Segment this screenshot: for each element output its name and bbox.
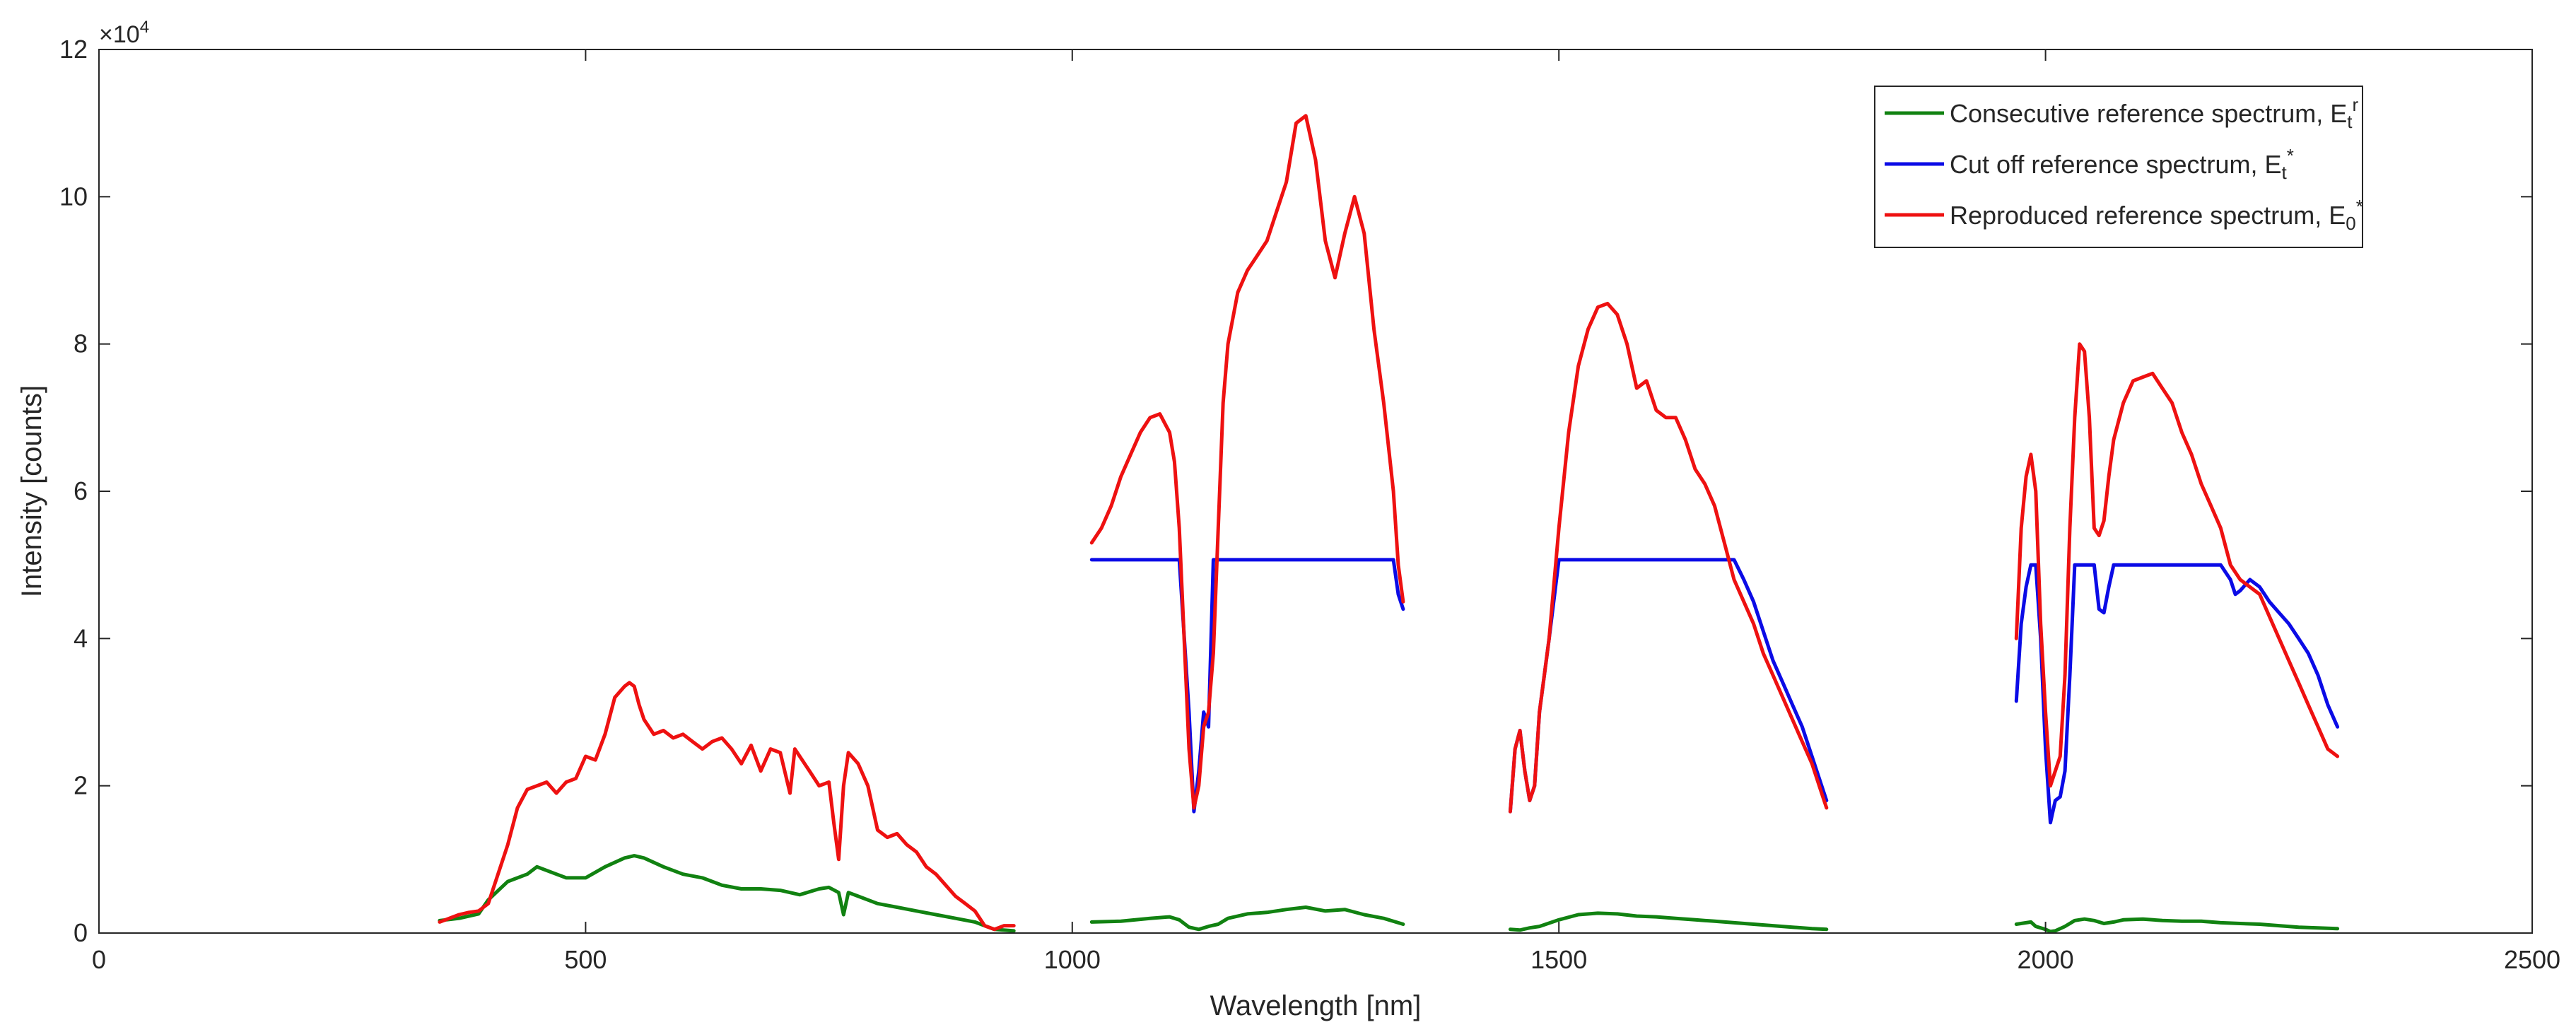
x-axis-label: Wavelength [nm] (1210, 990, 1422, 1021)
series-3-segment-1-line (438, 681, 1016, 932)
series-3-segment-4-line (2014, 342, 2340, 788)
legend-box (1874, 86, 2363, 248)
x-tick-label: 2500 (2504, 945, 2560, 974)
y-tick-label: 2 (74, 771, 88, 800)
series-2-segment-3-line (2014, 563, 2340, 825)
x-tick-label: 1500 (1530, 945, 1587, 974)
ticks-layer: 0 500 1000 1500 2000 2500 0 2 4 6 8 10 12 (59, 35, 2560, 974)
x-tick-label: 1000 (1044, 945, 1101, 974)
legend-entry-superscript: * (2287, 145, 2294, 166)
series-1-segment-1-line (438, 854, 1016, 933)
series-1-segment-4-line (2014, 917, 2340, 934)
y-tick-label: 6 (74, 476, 88, 505)
legend-entry-superscript: r (2353, 94, 2359, 115)
series-1-segment-3-line (1508, 911, 1829, 932)
legend-entry-label: Cut off reference spectrum, Et* (1950, 145, 2294, 183)
legend-entry-label: Consecutive reference spectrum, Etr (1950, 94, 2359, 132)
series-3-segment-2-line (1089, 114, 1405, 810)
y-tick-label: 12 (59, 35, 88, 64)
y-tick-label: 0 (74, 918, 88, 947)
legend-entry-text: Cut off reference spectrum, E (1950, 150, 2282, 179)
y-exponent-power: 4 (140, 18, 149, 37)
legend-entry-subscript: 0 (2346, 213, 2355, 234)
legend-entry-text: Reproduced reference spectrum, E (1950, 201, 2346, 230)
series-2-segment-1-line (1089, 558, 1405, 814)
legend-entry-text: Consecutive reference spectrum, E (1950, 99, 2347, 128)
series-3-segment-3-line (1508, 301, 1829, 814)
y-tick-label: 10 (59, 182, 88, 211)
legend-entry-label: Reproduced reference spectrum, E0* (1950, 196, 2363, 234)
series-layer (438, 114, 2340, 934)
y-exponent-base: ×10 (99, 21, 140, 48)
legend-entry-superscript: * (2356, 196, 2363, 217)
legend-entry-subscript: t (2282, 162, 2288, 183)
x-tick-label: 500 (564, 945, 607, 974)
x-tick-label: 0 (92, 945, 106, 974)
series-1-segment-2-line (1089, 905, 1405, 932)
x-tick-label: 2000 (2018, 945, 2074, 974)
y-tick-label: 4 (74, 623, 88, 652)
y-axis-label: Intensity [counts] (16, 385, 47, 597)
y-tick-label: 8 (74, 329, 88, 358)
legend-entry-subscript: t (2347, 111, 2353, 132)
y-exponent-label: ×104 (99, 18, 149, 48)
